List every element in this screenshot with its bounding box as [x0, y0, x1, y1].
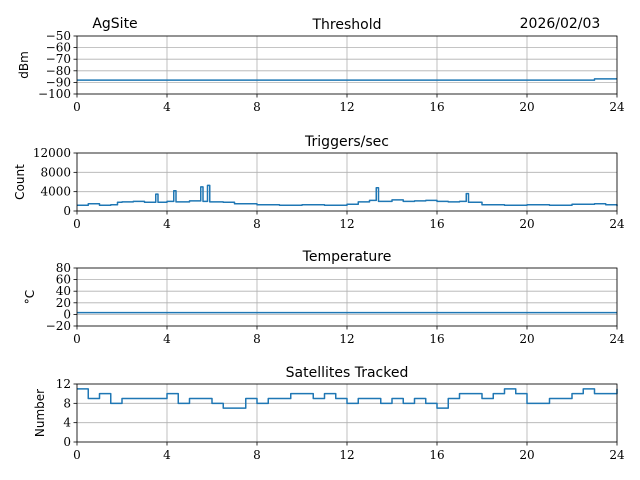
y-tick-label: −80: [46, 64, 71, 78]
x-tick-label: 16: [429, 332, 444, 346]
y-tick-label: 0: [63, 435, 71, 449]
y-axis-label: dBm: [17, 51, 31, 79]
axes-frame: [76, 383, 618, 443]
y-tick-label: 12: [56, 377, 71, 391]
y-tick-label: 0: [63, 307, 71, 321]
x-tick-label: 24: [609, 332, 625, 346]
chart-title: Threshold: [312, 17, 382, 33]
x-tick-label: 24: [609, 100, 625, 114]
x-tick-label: 8: [253, 332, 261, 346]
panel-triggers-sec: 0 4 8 12 16 20 24 12000 8000 4000 0 Triggers/sec Cou…: [13, 134, 625, 231]
x-tick-label: 12: [339, 100, 354, 114]
panel-satellites-tracked: 0 4 8 12 16 20 24 12 8 4 0 Satellites Tracked Number: [33, 365, 625, 462]
x-tick-label: 24: [609, 448, 625, 462]
x-tick-label: 0: [73, 332, 81, 346]
y-axis-label: Number: [33, 389, 47, 437]
x-tick-label: 20: [519, 332, 534, 346]
x-tick-label: 12: [339, 217, 354, 231]
x-tick-label: 12: [339, 448, 354, 462]
chart-title: Triggers/sec: [304, 134, 389, 150]
axes-frame: [76, 35, 618, 95]
x-tick-label: 4: [163, 448, 171, 462]
series-line: [77, 184, 618, 207]
y-tick-label: −50: [46, 29, 71, 43]
axes-frame: [76, 267, 618, 327]
y-axis-label: °C: [23, 290, 37, 304]
chart-title: Satellites Tracked: [286, 365, 409, 381]
x-tick-label: 16: [429, 217, 444, 231]
y-tick-label: −20: [46, 319, 71, 333]
series-line: [77, 78, 617, 81]
y-tick-label: 4000: [40, 185, 71, 199]
series-line: [77, 388, 618, 409]
axes-frame: [76, 152, 618, 212]
x-tick-label: 20: [519, 217, 534, 231]
chart-title: Temperature: [302, 249, 392, 265]
x-tick-label: 8: [253, 217, 261, 231]
x-tick-label: 0: [73, 100, 81, 114]
y-tick-label: −90: [46, 75, 71, 89]
x-tick-label: 12: [339, 332, 354, 346]
date-label: 2026/02/03: [520, 16, 601, 32]
y-tick-label: −70: [46, 52, 71, 66]
x-tick-label: 0: [73, 217, 81, 231]
x-tick-label: 4: [163, 332, 171, 346]
y-tick-label: 12000: [33, 146, 71, 160]
x-tick-label: 4: [163, 217, 171, 231]
x-tick-label: 8: [253, 100, 261, 114]
y-tick-label: 8000: [40, 165, 71, 179]
y-tick-label: −60: [46, 41, 71, 55]
x-tick-label: 16: [429, 100, 444, 114]
y-tick-label: 0: [63, 204, 71, 218]
x-tick-label: 20: [519, 448, 534, 462]
x-tick-label: 20: [519, 100, 534, 114]
x-tick-label: 8: [253, 448, 261, 462]
x-tick-label: 16: [429, 448, 444, 462]
y-tick-label: 20: [56, 296, 71, 310]
panel-threshold: 0 4 8 12 16 20 24 −50−60−70−80−90−100 Threshold d…: [17, 17, 625, 114]
y-axis-label: Count: [13, 164, 27, 200]
y-tick-label: 8: [63, 396, 71, 410]
y-tick-label: 4: [63, 416, 71, 430]
x-tick-label: 24: [609, 217, 625, 231]
site-label: AgSite: [92, 16, 137, 32]
y-tick-label: 80: [56, 261, 71, 275]
y-tick-label: −100: [38, 87, 71, 101]
x-tick-label: 4: [163, 100, 171, 114]
y-tick-label: 60: [56, 273, 71, 287]
x-tick-label: 0: [73, 448, 81, 462]
y-tick-label: 40: [56, 284, 71, 298]
